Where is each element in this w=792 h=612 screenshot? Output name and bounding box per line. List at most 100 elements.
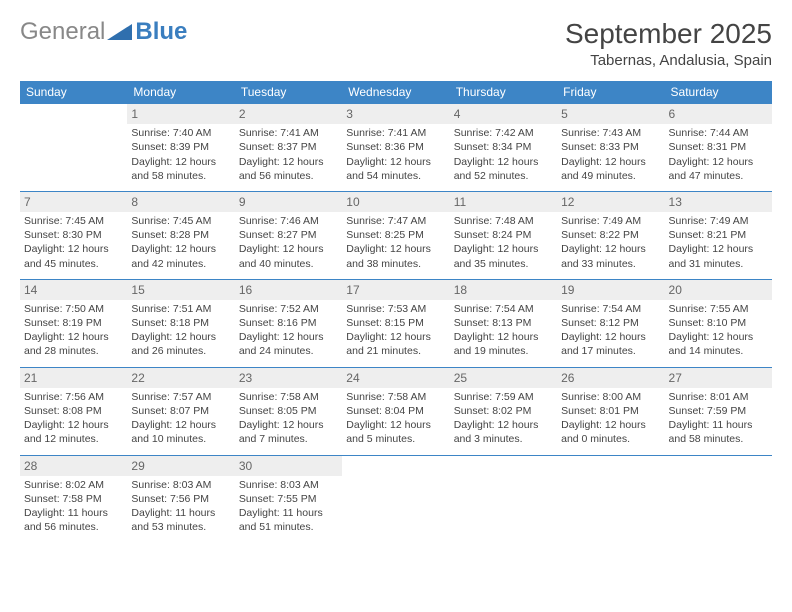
- sunrise-text: Sunrise: 7:58 AM: [239, 390, 338, 404]
- sunrise-text: Sunrise: 7:54 AM: [454, 302, 553, 316]
- day-number: 20: [665, 280, 772, 300]
- month-title: September 2025: [565, 18, 772, 50]
- daylight-text: and 58 minutes.: [669, 432, 768, 446]
- daylight-text: Daylight: 12 hours: [346, 242, 445, 256]
- calendar-day-cell: .: [450, 455, 557, 542]
- day-number: 8: [127, 192, 234, 212]
- sunset-text: Sunset: 7:58 PM: [24, 492, 123, 506]
- calendar-day-cell: 27Sunrise: 8:01 AMSunset: 7:59 PMDayligh…: [665, 367, 772, 455]
- day-number: 25: [450, 368, 557, 388]
- daylight-text: and 38 minutes.: [346, 257, 445, 271]
- day-number: 1: [127, 104, 234, 124]
- day-number: 9: [235, 192, 342, 212]
- daylight-text: and 28 minutes.: [24, 344, 123, 358]
- sunset-text: Sunset: 8:18 PM: [131, 316, 230, 330]
- daylight-text: and 31 minutes.: [669, 257, 768, 271]
- daylight-text: and 45 minutes.: [24, 257, 123, 271]
- sunrise-text: Sunrise: 7:58 AM: [346, 390, 445, 404]
- sunrise-text: Sunrise: 7:45 AM: [131, 214, 230, 228]
- daylight-text: Daylight: 12 hours: [346, 418, 445, 432]
- daylight-text: and 17 minutes.: [561, 344, 660, 358]
- sunset-text: Sunset: 8:13 PM: [454, 316, 553, 330]
- sunrise-text: Sunrise: 8:03 AM: [131, 478, 230, 492]
- daylight-text: Daylight: 12 hours: [454, 330, 553, 344]
- daylight-text: and 14 minutes.: [669, 344, 768, 358]
- calendar-day-cell: 3Sunrise: 7:41 AMSunset: 8:36 PMDaylight…: [342, 104, 449, 192]
- sunset-text: Sunset: 7:56 PM: [131, 492, 230, 506]
- calendar-day-cell: 4Sunrise: 7:42 AMSunset: 8:34 PMDaylight…: [450, 104, 557, 192]
- calendar-day-cell: 14Sunrise: 7:50 AMSunset: 8:19 PMDayligh…: [20, 279, 127, 367]
- day-number: 11: [450, 192, 557, 212]
- calendar-day-cell: 10Sunrise: 7:47 AMSunset: 8:25 PMDayligh…: [342, 191, 449, 279]
- calendar-day-cell: 2Sunrise: 7:41 AMSunset: 8:37 PMDaylight…: [235, 104, 342, 192]
- sunset-text: Sunset: 7:55 PM: [239, 492, 338, 506]
- sunset-text: Sunset: 8:21 PM: [669, 228, 768, 242]
- sunset-text: Sunset: 8:31 PM: [669, 140, 768, 154]
- daylight-text: and 56 minutes.: [24, 520, 123, 534]
- daylight-text: Daylight: 12 hours: [131, 155, 230, 169]
- day-number: 6: [665, 104, 772, 124]
- sunrise-text: Sunrise: 7:55 AM: [669, 302, 768, 316]
- day-number: 24: [342, 368, 449, 388]
- weekday-header: Wednesday: [342, 81, 449, 104]
- daylight-text: Daylight: 12 hours: [239, 155, 338, 169]
- sunrise-text: Sunrise: 7:50 AM: [24, 302, 123, 316]
- sunset-text: Sunset: 8:16 PM: [239, 316, 338, 330]
- day-number: 26: [557, 368, 664, 388]
- calendar-day-cell: 22Sunrise: 7:57 AMSunset: 8:07 PMDayligh…: [127, 367, 234, 455]
- sunrise-text: Sunrise: 8:00 AM: [561, 390, 660, 404]
- calendar-day-cell: 11Sunrise: 7:48 AMSunset: 8:24 PMDayligh…: [450, 191, 557, 279]
- daylight-text: and 7 minutes.: [239, 432, 338, 446]
- header: General Blue September 2025 Tabernas, An…: [20, 18, 772, 69]
- calendar-day-cell: 30Sunrise: 8:03 AMSunset: 7:55 PMDayligh…: [235, 455, 342, 542]
- sunset-text: Sunset: 8:33 PM: [561, 140, 660, 154]
- day-number: 12: [557, 192, 664, 212]
- daylight-text: and 56 minutes.: [239, 169, 338, 183]
- daylight-text: and 10 minutes.: [131, 432, 230, 446]
- calendar-week-row: .1Sunrise: 7:40 AMSunset: 8:39 PMDayligh…: [20, 104, 772, 192]
- calendar-day-cell: 23Sunrise: 7:58 AMSunset: 8:05 PMDayligh…: [235, 367, 342, 455]
- sunrise-text: Sunrise: 8:02 AM: [24, 478, 123, 492]
- day-number: 30: [235, 456, 342, 476]
- daylight-text: Daylight: 12 hours: [131, 330, 230, 344]
- logo-text-1: General: [20, 18, 105, 46]
- calendar-day-cell: 13Sunrise: 7:49 AMSunset: 8:21 PMDayligh…: [665, 191, 772, 279]
- calendar-week-row: 14Sunrise: 7:50 AMSunset: 8:19 PMDayligh…: [20, 279, 772, 367]
- daylight-text: and 24 minutes.: [239, 344, 338, 358]
- sunset-text: Sunset: 8:12 PM: [561, 316, 660, 330]
- sunset-text: Sunset: 8:04 PM: [346, 404, 445, 418]
- calendar-day-cell: 8Sunrise: 7:45 AMSunset: 8:28 PMDaylight…: [127, 191, 234, 279]
- day-number: 4: [450, 104, 557, 124]
- calendar-day-cell: .: [342, 455, 449, 542]
- sunrise-text: Sunrise: 7:53 AM: [346, 302, 445, 316]
- daylight-text: and 0 minutes.: [561, 432, 660, 446]
- calendar-day-cell: .: [20, 104, 127, 192]
- calendar-day-cell: 6Sunrise: 7:44 AMSunset: 8:31 PMDaylight…: [665, 104, 772, 192]
- sunrise-text: Sunrise: 7:49 AM: [561, 214, 660, 228]
- sunrise-text: Sunrise: 7:41 AM: [239, 126, 338, 140]
- day-number: 27: [665, 368, 772, 388]
- weekday-header: Tuesday: [235, 81, 342, 104]
- daylight-text: Daylight: 12 hours: [454, 155, 553, 169]
- sunrise-text: Sunrise: 7:59 AM: [454, 390, 553, 404]
- daylight-text: and 51 minutes.: [239, 520, 338, 534]
- calendar-day-cell: 25Sunrise: 7:59 AMSunset: 8:02 PMDayligh…: [450, 367, 557, 455]
- daylight-text: and 54 minutes.: [346, 169, 445, 183]
- daylight-text: and 35 minutes.: [454, 257, 553, 271]
- logo-text-2: Blue: [135, 18, 187, 46]
- daylight-text: Daylight: 11 hours: [131, 506, 230, 520]
- daylight-text: and 42 minutes.: [131, 257, 230, 271]
- sunset-text: Sunset: 8:19 PM: [24, 316, 123, 330]
- sunset-text: Sunset: 8:02 PM: [454, 404, 553, 418]
- daylight-text: Daylight: 12 hours: [24, 242, 123, 256]
- sunrise-text: Sunrise: 7:52 AM: [239, 302, 338, 316]
- title-block: September 2025 Tabernas, Andalusia, Spai…: [565, 18, 772, 69]
- sunrise-text: Sunrise: 7:40 AM: [131, 126, 230, 140]
- sunset-text: Sunset: 8:24 PM: [454, 228, 553, 242]
- daylight-text: and 40 minutes.: [239, 257, 338, 271]
- calendar-day-cell: .: [557, 455, 664, 542]
- daylight-text: Daylight: 12 hours: [131, 242, 230, 256]
- location: Tabernas, Andalusia, Spain: [565, 52, 772, 69]
- calendar-table: Sunday Monday Tuesday Wednesday Thursday…: [20, 81, 772, 542]
- calendar-day-cell: 7Sunrise: 7:45 AMSunset: 8:30 PMDaylight…: [20, 191, 127, 279]
